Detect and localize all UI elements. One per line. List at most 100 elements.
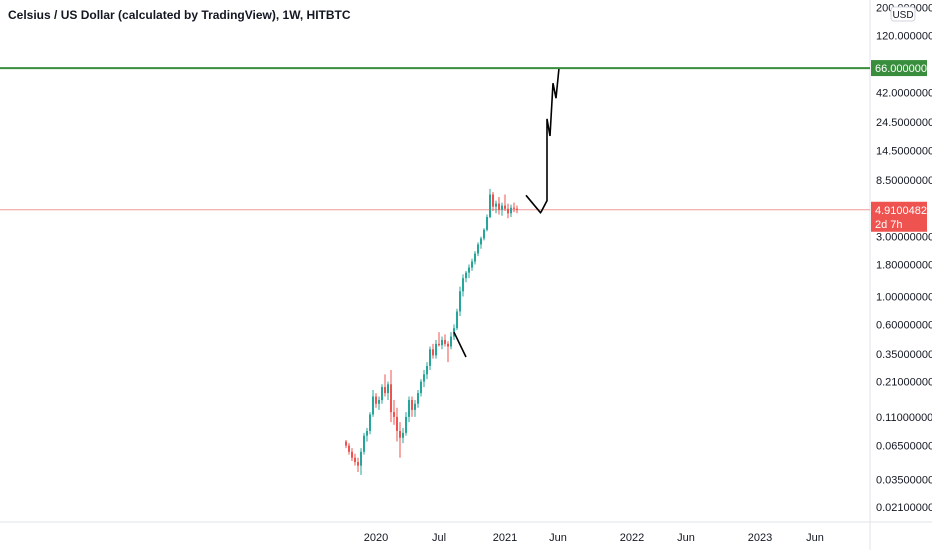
candle[interactable] [426, 362, 428, 380]
candle-body [405, 416, 407, 433]
candle-body [402, 432, 404, 438]
price-tick-label: 0.02100000 [876, 502, 932, 514]
time-tick-label: Jun [806, 532, 824, 544]
candle[interactable] [510, 204, 512, 217]
candle-body [411, 399, 413, 410]
candle[interactable] [474, 251, 476, 265]
candle[interactable] [516, 205, 518, 214]
candle-body [447, 343, 449, 347]
countdown-label: 2d 7h [875, 219, 903, 231]
candle[interactable] [456, 308, 458, 331]
candle[interactable] [378, 396, 380, 410]
candle[interactable] [486, 214, 488, 232]
currency-badge[interactable]: USD [890, 6, 916, 22]
candle[interactable] [411, 396, 413, 417]
candle-body [429, 349, 431, 366]
candle-body [426, 365, 428, 375]
candle[interactable] [462, 274, 464, 297]
price-tick-label: 1.00000000 [876, 292, 932, 304]
candle-body [393, 412, 395, 417]
flag-line[interactable] [453, 331, 467, 358]
candle-body [414, 403, 416, 410]
candle[interactable] [354, 453, 356, 466]
candle[interactable] [441, 336, 443, 350]
candle[interactable] [399, 422, 401, 458]
candle[interactable] [348, 443, 350, 455]
candle[interactable] [504, 194, 506, 211]
candle[interactable] [483, 228, 485, 241]
candle[interactable] [513, 202, 515, 213]
candle[interactable] [438, 332, 440, 347]
candle-body [450, 336, 452, 347]
price-tags: 66.00000000 4.91004823 2d 7h [871, 60, 932, 232]
candle[interactable] [375, 393, 377, 408]
candle-body [492, 194, 494, 207]
candle[interactable] [459, 286, 461, 316]
candle[interactable] [387, 381, 389, 400]
candle[interactable] [423, 369, 425, 388]
candle[interactable] [450, 332, 452, 350]
candle-body [381, 387, 383, 400]
candle-body [456, 311, 458, 329]
projection-path[interactable] [540, 67, 560, 213]
candle-body [489, 194, 491, 217]
candle[interactable] [357, 457, 359, 473]
candle[interactable] [366, 427, 368, 442]
candle-body [351, 451, 353, 458]
candle[interactable] [495, 200, 497, 214]
candle[interactable] [390, 369, 392, 423]
candle[interactable] [396, 407, 398, 442]
candle[interactable] [432, 343, 434, 359]
candle[interactable] [369, 412, 371, 435]
price-tick-label: 0.21000000 [876, 377, 932, 389]
candle[interactable] [468, 264, 470, 279]
candle[interactable] [363, 432, 365, 455]
candle[interactable] [444, 334, 446, 347]
candle[interactable] [414, 399, 416, 417]
current-price-tag-label: 4.91004823 [875, 205, 932, 217]
candle-body [471, 261, 473, 268]
candle-body [510, 207, 512, 214]
candle[interactable] [372, 390, 374, 417]
candle[interactable] [429, 346, 431, 370]
candle[interactable] [507, 203, 509, 219]
candle[interactable] [501, 202, 503, 216]
candle[interactable] [435, 340, 437, 359]
candle[interactable] [408, 396, 410, 423]
candle-body [399, 430, 401, 438]
candle[interactable] [384, 374, 386, 397]
candle-body [483, 229, 485, 239]
candle[interactable] [420, 379, 422, 397]
candle[interactable] [447, 341, 449, 363]
candle[interactable] [360, 448, 362, 475]
price-tick-label: 0.35000000 [876, 349, 932, 361]
candle[interactable] [465, 270, 467, 283]
candle[interactable] [345, 439, 347, 449]
candle-body [348, 445, 350, 452]
candle-body [486, 216, 488, 230]
resistance-price-tag: 66.00000000 [871, 60, 932, 77]
candle[interactable] [498, 197, 500, 215]
candle[interactable] [393, 399, 395, 425]
candle[interactable] [471, 258, 473, 271]
candle-body [507, 208, 509, 214]
candle[interactable] [492, 191, 494, 211]
flag-line[interactable] [525, 194, 542, 214]
candle-body [468, 267, 470, 273]
candle-body [360, 451, 362, 466]
candle[interactable] [477, 242, 479, 257]
currency-badge-box[interactable] [890, 6, 916, 22]
candle[interactable] [402, 427, 404, 444]
candle[interactable] [405, 412, 407, 436]
candle-body [432, 349, 434, 356]
candle[interactable] [480, 236, 482, 249]
candle[interactable] [489, 188, 491, 219]
candle[interactable] [417, 390, 419, 408]
candle-body [495, 203, 497, 207]
price-tick-label: 24.50000000 [876, 117, 932, 129]
price-tick-label: 14.50000000 [876, 146, 932, 158]
price-tick-label: 42.00000000 [876, 88, 932, 100]
candle[interactable] [381, 384, 383, 404]
candle[interactable] [351, 448, 353, 461]
